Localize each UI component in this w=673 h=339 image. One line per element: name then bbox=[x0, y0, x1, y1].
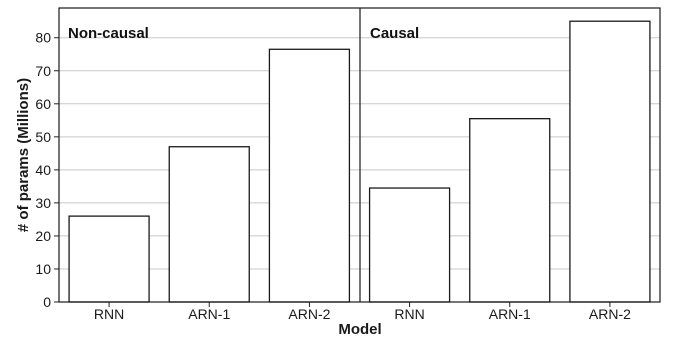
y-tick-label: 30 bbox=[35, 195, 51, 211]
x-axis-label: Model bbox=[338, 321, 381, 338]
x-tick-label: ARN-1 bbox=[188, 306, 230, 322]
y-tick-label: 40 bbox=[35, 162, 51, 178]
x-tick-label: RNN bbox=[94, 306, 124, 322]
y-tick-label: 60 bbox=[35, 96, 51, 112]
y-tick-label: 20 bbox=[35, 228, 51, 244]
x-tick-label: ARN-1 bbox=[489, 306, 531, 322]
x-tick-label: ARN-2 bbox=[288, 306, 330, 322]
bar bbox=[268, 48, 351, 303]
bar bbox=[168, 146, 250, 303]
x-tick-label: ARN-2 bbox=[589, 306, 631, 322]
bar bbox=[569, 20, 651, 303]
x-axis: RNN ARN-1 ARN-2 RNN ARN-1 ARN-2 bbox=[94, 302, 631, 322]
panel-title-causal: Causal bbox=[370, 25, 419, 42]
y-tick-label: 0 bbox=[43, 294, 51, 310]
y-axis-label: # of params (Millions) bbox=[15, 78, 32, 232]
x-tick-label: RNN bbox=[394, 306, 424, 322]
y-tick-label: 50 bbox=[35, 129, 51, 145]
bar bbox=[469, 118, 551, 303]
y-axis: 0 10 20 30 40 50 60 70 80 bbox=[35, 30, 59, 310]
y-tick-label: 80 bbox=[35, 30, 51, 46]
panel-title-non-causal: Non-causal bbox=[68, 25, 149, 42]
bar bbox=[68, 215, 150, 303]
bar bbox=[368, 187, 451, 303]
bars bbox=[68, 20, 651, 303]
y-tick-label: 10 bbox=[35, 261, 51, 277]
plot-frame bbox=[58, 7, 661, 303]
y-tick-label: 70 bbox=[35, 63, 51, 79]
